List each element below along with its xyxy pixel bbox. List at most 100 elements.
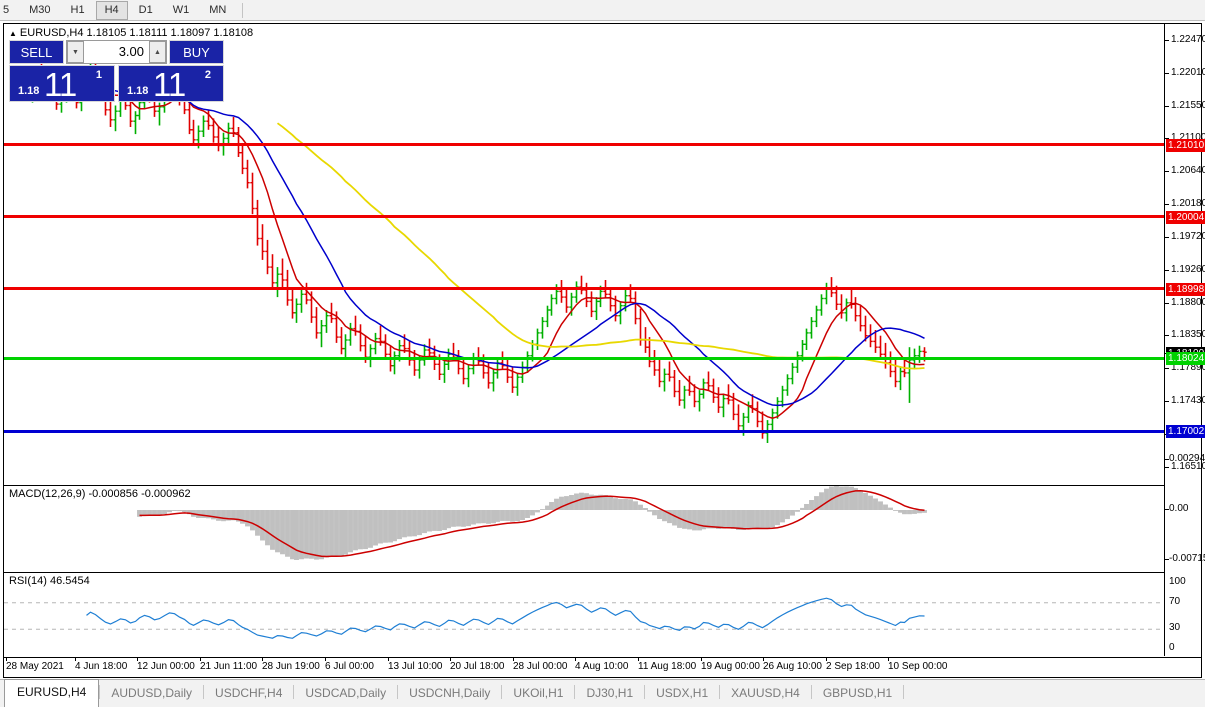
macd-svg bbox=[137, 486, 927, 560]
tab-divider bbox=[501, 685, 503, 699]
chart-tab-eurusd[interactable]: EURUSD,H4 bbox=[4, 679, 100, 707]
ask-price-quote[interactable]: 1.18 11 2 bbox=[118, 65, 224, 103]
price-line-1-18998[interactable] bbox=[4, 287, 1164, 291]
price-tick-mark bbox=[1165, 204, 1169, 206]
time-tick-mark bbox=[262, 657, 263, 661]
timeframe-h4[interactable]: H4 bbox=[95, 0, 128, 20]
time-tick-label: 28 Jul 00:00 bbox=[513, 661, 568, 672]
toolbar-divider bbox=[242, 2, 244, 18]
tab-divider bbox=[397, 685, 399, 699]
timeframe-5[interactable]: 5 bbox=[3, 3, 10, 16]
time-tick-label: 6 Jul 00:00 bbox=[325, 661, 374, 672]
time-tick-label: 13 Jul 10:00 bbox=[388, 661, 443, 672]
timeframe-h1[interactable]: H1 bbox=[70, 3, 85, 16]
chart-tab-usdcnh[interactable]: USDCNH,Daily bbox=[409, 686, 491, 700]
price-pane[interactable]: ▲ EURUSD,H4 1.18105 1.18111 1.18097 1.181… bbox=[4, 24, 1164, 483]
chart-tab-bar: EURUSD,H4 AUDUSD,Daily USDCHF,H4 USDCAD,Dai… bbox=[0, 679, 1205, 707]
chart-tab-gbpusd[interactable]: GBPUSD,H1 bbox=[822, 686, 893, 700]
macd-scale-label: 0.00 bbox=[1169, 503, 1189, 514]
price-tick-label: 1.20640 bbox=[1171, 165, 1205, 177]
price-line-1-17002[interactable] bbox=[4, 429, 1164, 433]
chart-tab-xauusd[interactable]: XAUUSD,H4 bbox=[731, 686, 800, 700]
time-tick-mark bbox=[388, 657, 389, 661]
time-tick-mark bbox=[763, 657, 764, 661]
chart-tab-usdx[interactable]: USDX,H1 bbox=[656, 686, 709, 700]
one-click-trading-panel: SELL ▼ 3.00 ▲ BUY 1.18 11 1 1.18 11 2 bbox=[9, 40, 224, 103]
chart-tab-audusd[interactable]: AUDUSD,Daily bbox=[111, 686, 193, 700]
price-tick-mark bbox=[1165, 400, 1169, 402]
sell-button[interactable]: SELL bbox=[9, 40, 64, 64]
time-tick-mark bbox=[513, 657, 514, 661]
tab-divider bbox=[644, 685, 646, 699]
time-tick-mark bbox=[888, 657, 889, 661]
chart-tab-ukoil[interactable]: UKOil,H1 bbox=[513, 686, 564, 700]
time-axis[interactable]: 28 May 2021 4 Jun 18:00 12 Jun 00:00 21 Jun… bbox=[4, 657, 1202, 677]
timeframe-m30[interactable]: M30 bbox=[29, 3, 51, 16]
price-tick-mark bbox=[1165, 335, 1169, 336]
time-tick-label: 21 Jun 11:00 bbox=[200, 661, 258, 672]
chart-tab-usdcad[interactable]: USDCAD,Daily bbox=[305, 686, 387, 700]
bid-price-big: 11 bbox=[44, 66, 77, 103]
volume-decrement-icon[interactable]: ▼ bbox=[67, 41, 84, 63]
time-tick-mark bbox=[137, 657, 138, 661]
chart-tab-usdchf[interactable]: USDCHF,H4 bbox=[215, 686, 283, 700]
price-tick-label: 1.22010 bbox=[1171, 67, 1205, 79]
macd-scale-label: 0.002947 bbox=[1169, 453, 1205, 464]
rsi-scale-label: 100 bbox=[1169, 576, 1186, 587]
time-tick-label: 28 May 2021 bbox=[6, 661, 64, 672]
volume-stepper[interactable]: ▼ 3.00 ▲ bbox=[66, 40, 167, 64]
price-line-1-18024[interactable] bbox=[4, 356, 1164, 360]
price-line-1-21010[interactable] bbox=[4, 143, 1164, 147]
price-line-1-20004[interactable] bbox=[4, 215, 1164, 219]
buy-button[interactable]: BUY bbox=[169, 40, 224, 64]
volume-increment-icon[interactable]: ▲ bbox=[149, 41, 166, 63]
tab-divider bbox=[719, 685, 721, 699]
price-tick-label: 1.18350 bbox=[1171, 329, 1205, 340]
timeframe-mn[interactable]: MN bbox=[209, 3, 227, 16]
price-tick-label: 1.22470 bbox=[1171, 34, 1205, 46]
price-badge-support: 1.17002 bbox=[1166, 425, 1205, 439]
price-tick-mark bbox=[1165, 40, 1169, 42]
chart-tab-dj30[interactable]: DJ30,H1 bbox=[586, 686, 634, 700]
price-tick-mark bbox=[1165, 237, 1169, 239]
time-tick-label: 19 Aug 00:00 bbox=[701, 661, 760, 672]
symbol-ohlc-header: ▲ EURUSD,H4 1.18105 1.18111 1.18097 1.181… bbox=[9, 27, 253, 39]
price-badge-resistance: 1.20004 bbox=[1166, 210, 1205, 224]
price-axis[interactable]: 1.22470 1.22010 1.21550 1.21100 1.20640 1.201… bbox=[1164, 24, 1205, 656]
time-tick-mark bbox=[638, 657, 639, 661]
one-click-trading-quotes: 1.18 11 1 1.18 11 2 bbox=[9, 65, 224, 103]
timeframe-w1[interactable]: W1 bbox=[172, 3, 190, 16]
rsi-pane[interactable]: RSI(14) 46.5454 bbox=[4, 572, 1164, 656]
price-badge-resistance: 1.18998 bbox=[1166, 282, 1205, 296]
time-tick-mark bbox=[450, 657, 451, 661]
price-tick-mark bbox=[1165, 367, 1169, 369]
macd-pane[interactable]: MACD(12,26,9) -0.000856 -0.000962 bbox=[4, 485, 1164, 571]
ask-price-prefix: 1.18 bbox=[127, 85, 149, 97]
price-tick-mark bbox=[1165, 73, 1169, 75]
tab-divider bbox=[903, 685, 905, 699]
time-tick-label: 4 Jun 18:00 bbox=[75, 661, 128, 672]
time-tick-mark bbox=[6, 657, 7, 661]
collapse-triangle-icon[interactable]: ▲ bbox=[9, 29, 17, 38]
volume-input[interactable]: 3.00 bbox=[84, 41, 149, 63]
price-tick-label: 1.17430 bbox=[1171, 394, 1205, 406]
macd-scale-mark bbox=[1165, 559, 1169, 560]
time-tick-label: 4 Aug 10:00 bbox=[575, 661, 629, 672]
tab-divider bbox=[203, 685, 205, 699]
rsi-svg bbox=[4, 597, 1162, 639]
time-tick-label: 26 Aug 10:00 bbox=[763, 661, 822, 672]
one-click-trading-controls: SELL ▼ 3.00 ▲ BUY bbox=[9, 40, 224, 64]
macd-label: MACD(12,26,9) -0.000856 -0.000962 bbox=[9, 488, 191, 500]
time-tick-label: 2 Sep 18:00 bbox=[826, 661, 880, 672]
timeframe-d1[interactable]: D1 bbox=[138, 3, 153, 16]
time-tick-mark bbox=[75, 657, 76, 661]
symbol-ohlc-text: EURUSD,H4 1.18105 1.18111 1.18097 1.1810… bbox=[19, 27, 254, 39]
rsi-scale-label: 30 bbox=[1169, 622, 1181, 634]
rsi-scale-label: 70 bbox=[1169, 595, 1181, 607]
tab-divider bbox=[810, 685, 812, 699]
price-tick-label: 1.21100 bbox=[1171, 132, 1205, 143]
bid-price-quote[interactable]: 1.18 11 1 bbox=[9, 65, 115, 103]
time-tick-label: 28 Jun 19:00 bbox=[262, 661, 320, 672]
price-tick-mark bbox=[1165, 106, 1169, 108]
